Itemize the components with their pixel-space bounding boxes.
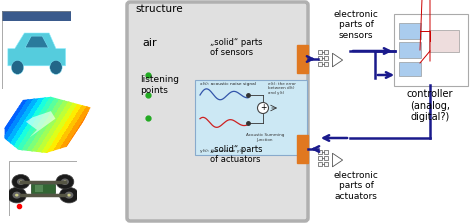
Text: air: air (142, 38, 156, 48)
Text: listening
points: listening points (140, 75, 179, 95)
Point (0, 154, 4, 158)
Polygon shape (8, 33, 65, 66)
Circle shape (12, 174, 30, 189)
Text: electronic
parts of
actuators: electronic parts of actuators (334, 171, 378, 201)
Polygon shape (332, 153, 343, 167)
Circle shape (15, 194, 18, 196)
Bar (324, 50, 328, 54)
Bar (324, 150, 328, 154)
Text: y(t): the inverse y(t): y(t): the inverse y(t) (200, 149, 245, 153)
Circle shape (11, 60, 24, 74)
Point (0, 154, 4, 158)
Point (0, 154, 4, 158)
Bar (30, 184, 55, 193)
Point (0, 154, 4, 158)
FancyBboxPatch shape (399, 42, 421, 58)
Text: x(t): acoustic noise signal: x(t): acoustic noise signal (200, 82, 256, 86)
Circle shape (59, 187, 79, 203)
Point (0, 154, 4, 158)
Bar (324, 162, 328, 166)
Point (0, 154, 4, 158)
Point (0, 154, 4, 158)
Text: e(t): the error
between d(t)
and y(t): e(t): the error between d(t) and y(t) (268, 82, 296, 95)
Bar (297, 135, 308, 163)
FancyBboxPatch shape (394, 14, 468, 86)
Point (0, 154, 4, 158)
Point (0, 154, 4, 158)
Circle shape (56, 174, 74, 189)
Bar (318, 56, 322, 60)
Point (0, 154, 4, 158)
Point (0, 154, 4, 158)
Point (0, 154, 4, 158)
Point (0, 154, 4, 158)
Text: electronic
parts of
sensors: electronic parts of sensors (334, 10, 378, 40)
Circle shape (61, 178, 69, 185)
FancyBboxPatch shape (429, 30, 459, 52)
Text: Acoustic Summing
Junction: Acoustic Summing Junction (246, 133, 284, 142)
Bar (318, 62, 322, 66)
FancyBboxPatch shape (127, 2, 308, 221)
Circle shape (50, 60, 62, 74)
Polygon shape (26, 111, 55, 137)
Bar (195, 80, 307, 155)
Bar (35, 185, 43, 192)
Point (0, 154, 4, 158)
Text: structure: structure (135, 4, 182, 14)
Bar (318, 150, 322, 154)
Point (0, 154, 4, 158)
Circle shape (19, 180, 22, 183)
Circle shape (257, 103, 268, 114)
Bar (318, 156, 322, 160)
Point (0, 154, 4, 158)
Polygon shape (332, 53, 343, 67)
Text: „solid“ parts
of sensors: „solid“ parts of sensors (210, 38, 263, 57)
Text: controller
(analog,
digital?): controller (analog, digital?) (407, 89, 453, 122)
Point (0, 154, 4, 158)
Polygon shape (25, 36, 48, 48)
Point (0, 154, 4, 158)
Circle shape (17, 178, 25, 185)
Circle shape (67, 194, 71, 196)
Text: „solid“ parts
of actuators: „solid“ parts of actuators (210, 145, 263, 164)
Bar (297, 45, 308, 73)
Bar (324, 56, 328, 60)
Circle shape (64, 180, 66, 183)
FancyBboxPatch shape (399, 23, 421, 39)
Point (0, 154, 4, 158)
Point (0, 154, 4, 158)
Circle shape (64, 192, 73, 199)
Point (0, 154, 4, 158)
Point (0, 154, 4, 158)
Circle shape (12, 192, 21, 199)
Point (0, 154, 4, 158)
Point (0, 154, 4, 158)
Text: +: + (260, 103, 266, 112)
Bar (324, 62, 328, 66)
Bar (2, 11, 71, 21)
Bar (318, 50, 322, 54)
Circle shape (7, 187, 27, 203)
Bar (318, 162, 322, 166)
FancyBboxPatch shape (399, 62, 421, 76)
Point (0, 154, 4, 158)
Bar (324, 156, 328, 160)
